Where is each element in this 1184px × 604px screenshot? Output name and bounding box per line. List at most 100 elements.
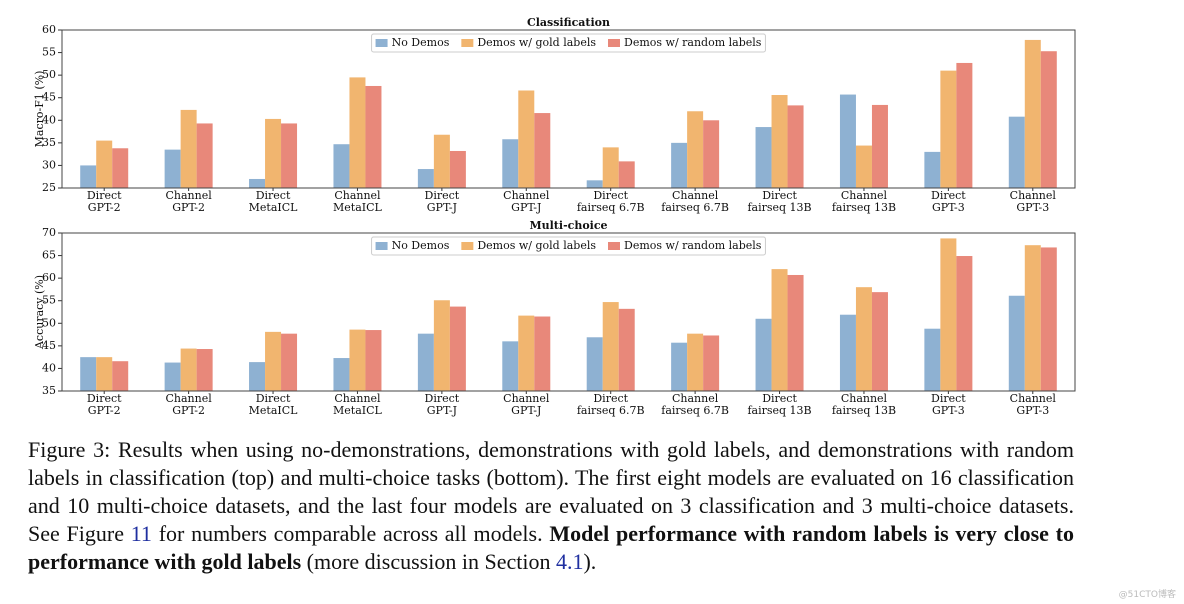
bar	[164, 362, 181, 391]
bar	[281, 333, 298, 391]
y-tick-label: 45	[42, 91, 56, 104]
x-tick-label: GPT-2	[88, 201, 121, 214]
bar	[80, 357, 97, 391]
bar	[112, 148, 129, 188]
bar	[180, 109, 197, 188]
x-tick-label: Channel	[672, 392, 719, 405]
bar	[703, 335, 720, 391]
bar	[534, 113, 551, 188]
bar	[1008, 116, 1025, 188]
y-axis-label: Accuracy (%)	[33, 275, 46, 350]
bar	[871, 292, 888, 391]
bar	[417, 333, 434, 391]
bar	[433, 134, 450, 188]
bar	[164, 149, 181, 188]
x-tick-label: fairseq 13B	[832, 201, 896, 214]
x-tick-label: Channel	[672, 189, 719, 202]
x-tick-label: Channel	[1010, 392, 1057, 405]
x-tick-label: fairseq 6.7B	[577, 201, 645, 214]
bar	[365, 330, 382, 391]
x-tick-label: fairseq 13B	[832, 404, 896, 417]
section-ref[interactable]: 4.1	[555, 549, 584, 574]
y-tick-label: 70	[42, 226, 56, 239]
x-tick-label: GPT-J	[511, 201, 541, 214]
legend-label: Demos w/ random labels	[624, 239, 762, 252]
x-tick-label: MetaICL	[333, 201, 383, 214]
bar	[787, 105, 804, 188]
x-tick-label: Direct	[931, 392, 966, 405]
bar	[349, 329, 366, 391]
legend-label: Demos w/ random labels	[624, 36, 762, 49]
bar	[333, 144, 350, 188]
x-tick-label: Channel	[841, 392, 888, 405]
bar	[602, 302, 619, 391]
bar	[1040, 51, 1057, 188]
x-tick-label: GPT-2	[88, 404, 121, 417]
bar	[449, 150, 466, 188]
bar	[787, 274, 804, 391]
x-tick-label: fairseq 13B	[747, 201, 811, 214]
bar	[249, 362, 266, 391]
bar	[365, 85, 382, 188]
bar	[924, 151, 941, 188]
y-tick-label: 50	[42, 316, 56, 329]
caption-bold: Model performance with random labels is …	[28, 521, 1075, 574]
y-tick-label: 40	[42, 113, 56, 126]
legend: No Demos Demos w/ gold labels Demos w/ ran…	[371, 236, 766, 256]
bar	[96, 357, 113, 391]
bar	[855, 287, 872, 391]
bar	[687, 333, 704, 391]
bar	[1024, 245, 1041, 391]
y-tick-label: 55	[42, 294, 56, 307]
x-tick-label: Channel	[334, 189, 381, 202]
x-tick-label: Channel	[841, 189, 888, 202]
bar	[755, 318, 772, 391]
x-tick-label: Direct	[425, 189, 460, 202]
caption: Figure 3: Results when using no-demonstr…	[28, 436, 1074, 576]
bar	[281, 123, 298, 188]
legend-label: Demos w/ gold labels	[477, 239, 596, 252]
y-tick-label: 30	[42, 158, 56, 171]
figure-ref[interactable]: 11	[130, 521, 152, 546]
x-tick-label: Direct	[425, 392, 460, 405]
bar	[771, 95, 788, 188]
x-tick-label: Direct	[87, 392, 122, 405]
bar	[956, 256, 973, 391]
caption-text: for numbers comparable across all models…	[151, 521, 550, 546]
legend-swatch	[375, 39, 388, 47]
watermark: @51CTO博客	[1118, 590, 1176, 600]
bar	[602, 147, 619, 188]
bar	[502, 341, 519, 391]
caption-text: (more discussion in Section	[301, 549, 556, 574]
caption-text: Figure 3: Results when using no-demonstr…	[28, 437, 1074, 546]
bar	[112, 361, 129, 391]
bar	[671, 342, 688, 391]
x-tick-label: Channel	[1010, 189, 1057, 202]
x-tick-label: Direct	[931, 189, 966, 202]
plot-frame	[61, 29, 1076, 189]
bar	[518, 315, 535, 391]
x-tick-label: GPT-J	[427, 404, 457, 417]
bar	[1040, 247, 1057, 391]
bar	[940, 70, 957, 188]
x-tick-label: fairseq 13B	[747, 404, 811, 417]
bar	[80, 165, 97, 188]
x-tick-label: fairseq 6.7B	[661, 201, 729, 214]
bar	[1008, 295, 1025, 391]
y-tick-label: 45	[42, 339, 56, 352]
plot-frame	[61, 232, 1076, 392]
x-tick-label: GPT-3	[932, 404, 965, 417]
bar	[618, 161, 635, 188]
y-tick-label: 40	[42, 361, 56, 374]
x-tick-label: MetaICL	[333, 404, 383, 417]
bar	[534, 316, 551, 391]
bar	[518, 90, 535, 188]
x-tick-label: GPT-2	[172, 404, 205, 417]
bar	[265, 118, 282, 188]
bar	[940, 238, 957, 391]
legend-swatch	[608, 242, 620, 250]
y-axis-label: Macro-F1 (%)	[33, 71, 46, 148]
bar	[839, 314, 856, 391]
legend-swatch	[375, 242, 388, 250]
chart-title: Multi-choice	[529, 219, 607, 232]
